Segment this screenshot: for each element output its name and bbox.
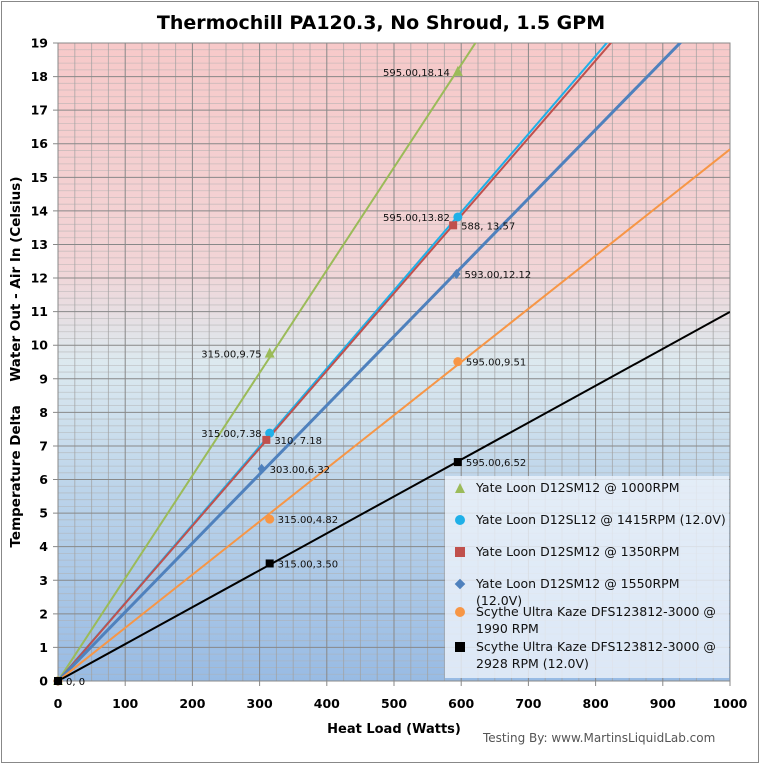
y-tick-label: 17: [31, 103, 48, 118]
y-tick-label: 0: [39, 674, 48, 689]
x-tick-label: 0: [54, 696, 63, 711]
x-tick-label: 100: [112, 696, 138, 711]
data-label: 310, 7.18: [274, 436, 322, 447]
legend-marker-circle-icon: [455, 515, 465, 525]
trendline: [58, 148, 730, 681]
y-tick-label: 8: [39, 405, 48, 420]
x-tick-label: 500: [381, 696, 407, 711]
data-label: 315.00,4.82: [278, 515, 338, 526]
trendlines: [58, 43, 730, 681]
data-label: 595.00,13.82: [383, 213, 450, 224]
legend: Yate Loon D12SM12 @ 1000RPM Yate Loon D12…: [445, 476, 729, 678]
legend-label: Yate Loon D12SM12 @ 1550RPM (12.0V): [476, 576, 680, 608]
y-tick-label: 15: [31, 170, 48, 185]
origin-data-label: 0, 0: [66, 677, 85, 688]
data-point-circle: [265, 428, 275, 438]
legend-label: Yate Loon D12SM12 @ 1350RPM: [476, 544, 680, 559]
x-tick-label: 400: [314, 696, 340, 711]
data-label: 315.00,3.50: [278, 559, 338, 570]
trendline: [58, 311, 730, 681]
x-tick-label: 800: [583, 696, 609, 711]
y-tick-label: 2: [39, 606, 48, 621]
y-tick-label: 16: [31, 136, 49, 151]
legend-marker-triangle-icon: [455, 483, 465, 493]
legend-marker-square-icon: [455, 547, 465, 557]
x-axis-label: Heat Load (Watts): [327, 722, 461, 737]
y-axis-label: Temperature Delta Water Out - Air In (Ce…: [8, 176, 24, 548]
data-label: 315.00,9.75: [201, 350, 261, 361]
x-tick-label: 200: [179, 696, 205, 711]
data-point-diamond: [257, 463, 266, 474]
x-tick-label: 300: [247, 696, 273, 711]
data-point-square: [262, 435, 271, 444]
x-tick-label: 1000: [713, 696, 748, 711]
plot-border: [57, 42, 731, 682]
data-point-square: [54, 677, 62, 685]
y-tick-label: 9: [39, 371, 48, 386]
y-tick-label: 7: [39, 438, 48, 453]
data-point-square: [265, 559, 274, 568]
data-label: 315.00,7.38: [201, 429, 261, 440]
data-label: 303.00,6.32: [270, 465, 330, 476]
legend-marker-square-icon: [455, 642, 465, 652]
legend-marker-diamond-icon: [454, 578, 466, 590]
legend-label: Scythe Ultra Kaze DFS123812-3000 @ 1990 …: [476, 604, 716, 636]
data-label: 593.00,12.12: [464, 270, 531, 281]
data-label: 595.00,9.51: [466, 358, 526, 369]
data-label: 595.00,6.52: [466, 458, 526, 469]
data-point-circle: [453, 357, 463, 367]
x-tick-label: 600: [448, 696, 474, 711]
data-point-triangle: [264, 347, 275, 358]
data-point-square: [453, 458, 462, 467]
y-tick-label: 6: [39, 472, 48, 487]
y-tick-label: 14: [31, 203, 49, 218]
y-tick-label: 13: [31, 237, 48, 252]
data-label: 588, 13.57: [461, 221, 515, 232]
x-tick-label: 700: [515, 696, 541, 711]
y-tick-label: 19: [31, 36, 48, 51]
y-tick-label: 12: [31, 271, 48, 286]
legend-label: Yate Loon D12SL12 @ 1415RPM (12.0V): [476, 512, 726, 527]
x-tick-label: 900: [650, 696, 676, 711]
data-point-diamond: [452, 269, 461, 280]
data-point-circle: [453, 212, 463, 222]
y-tick-label: 5: [39, 506, 48, 521]
credit-text: Testing By: www.MartinsLiquidLab.com: [483, 731, 716, 745]
legend-marker-circle-icon: [455, 607, 465, 617]
y-tick-label: 1: [39, 640, 48, 655]
data-label: 595.00,18.14: [383, 68, 450, 79]
y-tick-label: 18: [31, 69, 48, 84]
y-tick-label: 11: [31, 304, 48, 319]
data-point-square: [449, 221, 458, 230]
trendline: [58, 43, 613, 681]
trendline: [58, 43, 683, 681]
data-point-circle: [265, 514, 275, 524]
y-tick-label: 10: [31, 338, 49, 353]
y-tick-label: 4: [39, 539, 48, 554]
trendline: [58, 43, 477, 681]
legend-label: Scythe Ultra Kaze DFS123812-3000 @ 2928 …: [476, 639, 716, 671]
y-tick-label: 3: [39, 573, 48, 588]
legend-label: Yate Loon D12SM12 @ 1000RPM: [476, 480, 680, 495]
chart-title: Thermochill PA120.3, No Shroud, 1.5 GPM: [156, 12, 606, 34]
data-point-triangle: [452, 65, 463, 76]
